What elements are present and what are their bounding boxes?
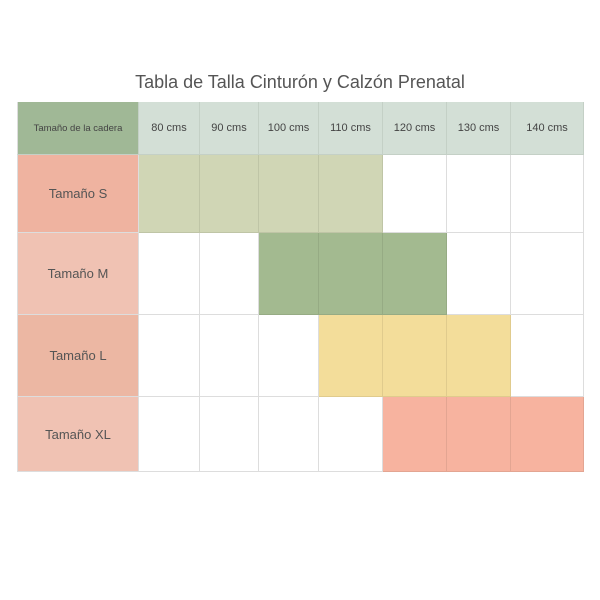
size-cell-empty bbox=[447, 233, 511, 315]
size-cell-filled bbox=[447, 397, 511, 472]
size-cell-empty bbox=[511, 233, 584, 315]
size-cell-filled bbox=[383, 397, 447, 472]
size-cell-filled bbox=[383, 233, 447, 315]
row-label-m: Tamaño M bbox=[17, 233, 139, 315]
size-table: Tamaño de la cadera 80 cms 90 cms 100 cms 11… bbox=[17, 102, 584, 472]
header-hip-size: Tamaño de la cadera bbox=[17, 102, 139, 155]
header-column: 120 cms bbox=[383, 102, 447, 155]
header-column: 100 cms bbox=[259, 102, 319, 155]
size-cell-filled bbox=[200, 155, 259, 233]
size-cell-filled bbox=[259, 155, 319, 233]
size-cell-filled bbox=[511, 397, 584, 472]
size-cell-filled bbox=[319, 155, 383, 233]
size-cell-empty bbox=[200, 397, 259, 472]
size-cell-empty bbox=[511, 155, 584, 233]
size-cell-empty bbox=[139, 397, 200, 472]
header-column: 110 cms bbox=[319, 102, 383, 155]
size-cell-empty bbox=[200, 233, 259, 315]
size-cell-empty bbox=[259, 397, 319, 472]
size-cell-empty bbox=[200, 315, 259, 397]
header-column: 80 cms bbox=[139, 102, 200, 155]
chart-title: Tabla de Talla Cinturón y Calzón Prenata… bbox=[135, 72, 465, 92]
size-cell-filled bbox=[319, 233, 383, 315]
header-column: 140 cms bbox=[511, 102, 584, 155]
size-cell-empty bbox=[139, 315, 200, 397]
row-label-xl: Tamaño XL bbox=[17, 397, 139, 472]
size-cell-filled bbox=[139, 155, 200, 233]
size-cell-filled bbox=[447, 315, 511, 397]
size-cell-filled bbox=[383, 315, 447, 397]
size-cell-empty bbox=[319, 397, 383, 472]
header-column: 90 cms bbox=[200, 102, 259, 155]
row-label-l: Tamaño L bbox=[17, 315, 139, 397]
size-cell-empty bbox=[511, 315, 584, 397]
size-cell-filled bbox=[259, 233, 319, 315]
header-column: 130 cms bbox=[447, 102, 511, 155]
size-cell-empty bbox=[447, 155, 511, 233]
size-cell-filled bbox=[319, 315, 383, 397]
row-label-s: Tamaño S bbox=[17, 155, 139, 233]
size-cell-empty bbox=[259, 315, 319, 397]
size-cell-empty bbox=[383, 155, 447, 233]
size-cell-empty bbox=[139, 233, 200, 315]
